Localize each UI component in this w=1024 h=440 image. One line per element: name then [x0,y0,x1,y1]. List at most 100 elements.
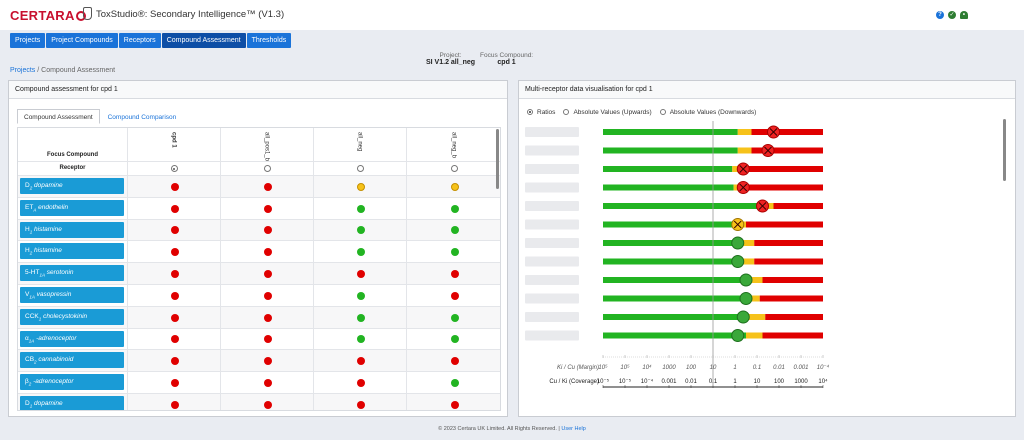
chart-bar-green [603,166,733,172]
nav-thresholds[interactable]: Thresholds [246,33,292,48]
receptor-subtype: 2 [34,359,37,365]
receptor-button[interactable]: CCK1 cholecystokinin [20,308,124,325]
receptor-button[interactable]: β2 -adrenoceptor [20,374,124,391]
chart-bar-red [746,221,823,228]
receptor-cell [128,176,221,197]
chart-bar-green [603,277,746,283]
receptor-subtype: 1 [29,403,33,409]
chart-row-label-placeholder [525,219,579,230]
compound-column-header[interactable]: cpd 1 [170,132,177,148]
receptor-cell [314,328,407,350]
status-red-icon [170,313,179,322]
status-red-icon [170,291,179,300]
receptor-button[interactable]: 5-HT1A serotonin [20,265,124,282]
receptor-button[interactable]: α1A -adrenoceptor [20,330,124,347]
receptor-cell [221,219,314,241]
receptor-label: Receptor [59,165,86,171]
compound-radio[interactable] [450,165,458,172]
receptor-button[interactable]: H1 histamine [20,221,124,238]
radio-circle-icon[interactable] [563,109,570,115]
receptor-cell: ETA endothelin [18,197,128,219]
breadcrumb-projects-link[interactable]: Projects [10,67,36,74]
chart-bar-yellow [737,147,752,154]
chart-bar-green [603,129,738,135]
receptor-select-cell: Receptor [18,162,128,175]
radio-circle-icon[interactable] [527,109,533,115]
radio-option[interactable]: Absolute Values (Upwards) [563,109,655,116]
receptor-cell [221,241,314,263]
receptor-button[interactable]: D1 dopamine [20,396,124,410]
grid-header-row: Focus Compound cpd 1 all_pos1_b all_neg all_… [18,128,500,162]
receptor-subtype: 1 [29,228,33,234]
receptor-symbol: ET [25,203,34,211]
chart-axis2-tick-label: 0.01 [685,379,697,385]
receptor-cell [314,372,407,393]
receptor-cell [407,350,500,371]
compound-column-header[interactable]: all_neg_b [450,132,457,159]
nav-projects[interactable]: Projects [10,33,46,48]
compound-radio[interactable] [170,165,178,172]
receptor-cell [221,372,314,393]
status-red-icon [356,357,365,366]
receptor-row: V1A vasopressin [18,285,500,307]
compound-radio[interactable] [356,165,364,172]
receptor-select-cell [407,162,500,175]
grid-scrollbar[interactable] [496,129,499,189]
chart-marker-cross [769,128,778,136]
user-help-link[interactable]: User Help [561,426,586,432]
nav-compound-assessment[interactable]: Compound Assessment [161,33,246,48]
chart-bar-red [754,258,823,265]
receptor-cell [314,176,407,197]
receptor-row: D2 dopamine [18,176,500,198]
header-cell: all_neg [314,128,407,161]
receptor-cell: H2 histamine [18,241,128,263]
compound-column-header[interactable]: all_pos1_b [263,132,270,162]
help-icon[interactable]: ? [936,11,944,19]
toxstudio-icon [83,7,92,20]
tab-compound-comparison[interactable]: Compound Comparison [107,114,177,121]
user-icon[interactable]: • [959,11,968,19]
status-red-icon [450,357,459,366]
receptor-symbol: H [25,225,30,233]
breadcrumb: Projects / Compound Assessment [10,67,115,74]
receptor-button[interactable]: D2 dopamine [20,178,124,194]
chart-row-label-placeholder [525,256,579,267]
nav-receptors[interactable]: Receptors [118,33,161,48]
receptor-row: H1 histamine [18,219,500,242]
status-red-icon [170,270,179,279]
nav-project-compounds[interactable]: Project Compounds [46,33,118,48]
chart-row-label-placeholder [525,312,579,322]
receptor-button[interactable]: H2 histamine [20,243,124,260]
receptor-button[interactable]: ETA endothelin [20,199,124,216]
receptor-cell [407,285,500,306]
chart-axis2-tick-label: 0.1 [709,379,718,385]
compound-radio[interactable] [263,165,271,172]
receptor-cell [314,219,407,241]
receptor-button[interactable]: V1A vasopressin [20,287,124,303]
receptor-button[interactable]: CB2 cannabinoid [20,352,124,369]
status-red-icon [450,400,459,409]
receptor-name: endothelin [38,203,69,211]
chart-marker-green [736,310,750,324]
receptor-symbol: CCK [25,312,39,320]
compound-column-header[interactable]: all_neg [356,132,363,152]
radio-circle-icon[interactable] [659,109,666,115]
check-icon[interactable]: ✓ [947,11,956,19]
status-red-icon [263,379,272,388]
receptor-cell [221,394,314,410]
status-red-icon [263,400,272,409]
receptor-cell: β2 -adrenoceptor [18,372,128,393]
tab-compound-assessment[interactable]: Compound Assessment [17,109,100,124]
status-yellow-icon [356,182,365,191]
radio-option[interactable]: Absolute Values (Downwards) [659,109,761,116]
receptor-name: -adrenoceptor [36,334,77,342]
receptor-cell [407,394,500,410]
chart-bar-yellow [737,129,752,135]
radio-option[interactable]: Ratios [527,109,559,116]
receptor-cell [221,306,314,328]
receptor-select-cell [314,162,407,175]
certara-logo[interactable]: CERTARA [10,8,86,23]
assessment-grid: Focus Compound cpd 1 all_pos1_b all_neg all_… [17,127,501,411]
chart-scrollbar[interactable] [1003,119,1006,181]
receptor-name: -adrenoceptor [33,378,74,386]
